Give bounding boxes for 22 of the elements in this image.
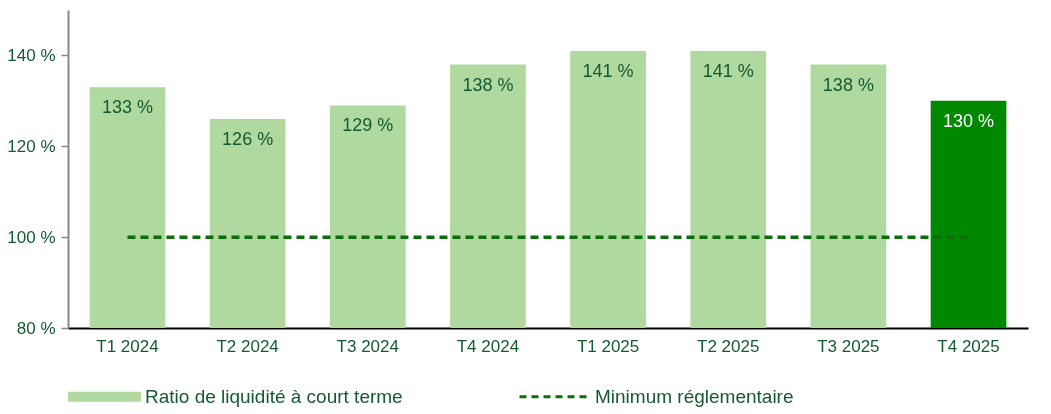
y-tick-label: 140 % [7, 45, 56, 65]
data-label: 126 % [222, 129, 274, 150]
data-label: 138 % [822, 74, 874, 95]
x-tick-label: T4 2025 [937, 336, 1000, 356]
y-tick-label: 80 % [16, 318, 56, 338]
data-label: 130 % [943, 110, 995, 131]
x-tick-label: T2 2025 [697, 336, 760, 356]
x-tick-label: T4 2024 [456, 336, 520, 356]
y-tick-label: 120 % [7, 136, 56, 156]
legend-label: Ratio de liquidité à court terme [145, 385, 403, 407]
x-tick-label: T1 2024 [96, 336, 159, 356]
legend-label: Minimum réglementaire [595, 385, 794, 407]
y-tick-label: 100 % [7, 227, 56, 247]
data-label: 133 % [101, 97, 153, 118]
x-tick-label: T3 2024 [336, 336, 399, 356]
x-tick-label: T1 2025 [576, 336, 640, 356]
data-label: 129 % [342, 115, 394, 136]
x-tick-label: T3 2025 [817, 336, 880, 356]
data-label: 141 % [702, 60, 754, 81]
data-label: 141 % [582, 60, 634, 81]
data-label: 138 % [462, 74, 514, 95]
x-tick-label: T2 2024 [216, 336, 279, 356]
